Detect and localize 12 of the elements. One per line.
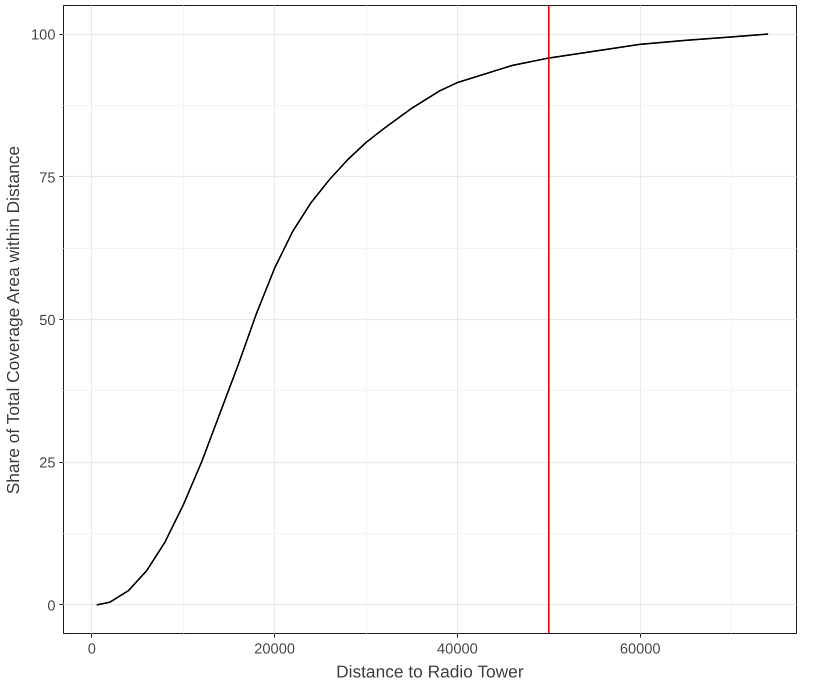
x-tick-label: 60000 [620, 642, 661, 658]
x-tick-label: 40000 [437, 642, 478, 658]
x-axis-title: Distance to Radio Tower [336, 662, 524, 682]
y-tick-label: 0 [47, 598, 56, 614]
y-tick-label: 50 [39, 313, 56, 329]
y-axis-title: Share of Total Coverage Area within Distance [3, 146, 24, 494]
x-tick-label: 20000 [254, 642, 296, 658]
line-series [96, 33, 769, 606]
y-tick-label: 25 [39, 456, 56, 472]
y-tick-label: 100 [31, 28, 56, 44]
y-tick-label: 75 [39, 170, 56, 186]
x-tick-label: 0 [88, 642, 96, 658]
